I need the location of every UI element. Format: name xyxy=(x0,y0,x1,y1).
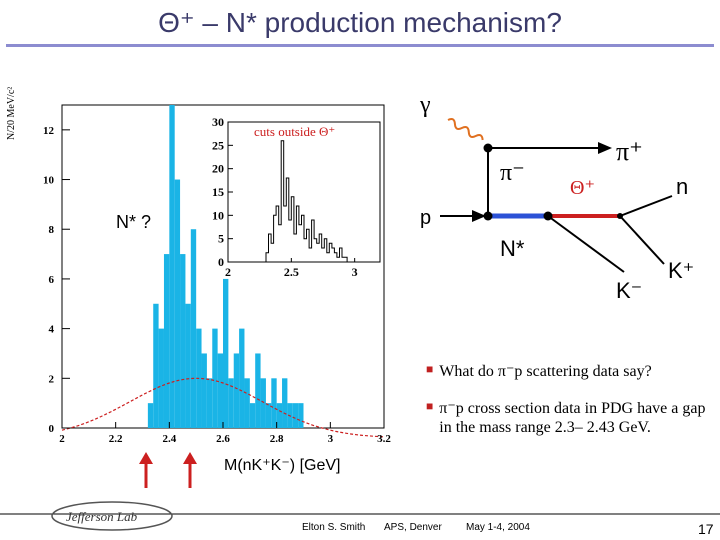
x-tick-label: 2.2 xyxy=(109,433,123,445)
vertex-proton xyxy=(483,211,493,221)
arrow-right-head xyxy=(183,452,197,464)
inset-y-tick-label: 0 xyxy=(218,255,224,269)
histogram-bar xyxy=(298,403,304,428)
proton-arrow xyxy=(472,210,486,222)
k-minus-label: K⁻ xyxy=(616,278,642,303)
histogram-bar xyxy=(217,353,223,428)
inset-y-tick-label: 30 xyxy=(212,115,224,129)
inset-x-tick-label: 3 xyxy=(352,265,358,279)
y-tick-label: 8 xyxy=(49,224,55,236)
histogram-bar xyxy=(180,254,186,428)
histogram-bar xyxy=(260,378,266,428)
y-tick-label: 2 xyxy=(49,373,55,385)
k-minus-line xyxy=(547,215,625,273)
y-tick-label: 10 xyxy=(43,175,55,187)
footer-author: Elton S. Smith xyxy=(302,522,365,533)
vertex-theta xyxy=(617,213,623,219)
bullet-item: ■ What do π⁻p scattering data say? xyxy=(426,362,710,381)
theta-plus-label: Θ⁺ xyxy=(570,177,595,199)
histogram-bar xyxy=(163,254,170,428)
gamma-label: γ xyxy=(419,92,431,118)
production-diagram: γ p π⁻ Θ⁺ π⁺ n N* K⁻ K⁺ xyxy=(419,92,694,303)
x-tick-label: 3 xyxy=(328,433,334,445)
bullet-list: ■ What do π⁻p scattering data say? ■ π⁻p… xyxy=(426,362,710,437)
inset-frame xyxy=(227,121,381,263)
x-tick-label: 2.8 xyxy=(270,433,284,445)
histogram-bar xyxy=(244,378,250,428)
bullet-text: What do π⁻p scattering data say? xyxy=(439,363,652,380)
histogram-bar xyxy=(282,378,288,428)
pi-minus-label: π⁻ xyxy=(500,160,525,186)
histogram-bar xyxy=(255,353,261,428)
x-axis-label: M(nK⁺K⁻) [GeV] xyxy=(224,457,340,474)
inset-y-tick-label: 25 xyxy=(212,138,224,152)
x-tick-label: 3.2 xyxy=(377,433,391,445)
histogram-bar xyxy=(158,328,164,428)
inset-y-tick-label: 5 xyxy=(218,232,224,246)
nstar-label: N* xyxy=(500,236,525,261)
arrow-left-head xyxy=(139,452,153,464)
histogram-bar xyxy=(292,403,299,428)
histogram-bar xyxy=(249,403,256,428)
histogram-bar xyxy=(185,303,191,428)
fit-curve xyxy=(61,377,385,438)
footer-date: May 1-4, 2004 xyxy=(466,522,530,533)
x-tick-label: 2 xyxy=(59,433,65,445)
histogram-bar xyxy=(223,278,229,428)
pi-plus-arrow xyxy=(598,142,612,154)
neutron-label: n xyxy=(676,174,688,199)
histogram-bar xyxy=(147,403,154,428)
y-tick-label: 4 xyxy=(49,324,55,336)
histogram-bar xyxy=(169,105,175,428)
inset-x-tick-label: 2.5 xyxy=(284,265,299,279)
histogram-bar xyxy=(265,403,272,428)
histogram-bar xyxy=(153,303,159,428)
inset-step-histogram xyxy=(265,140,348,262)
mass-range-arrows xyxy=(139,452,197,488)
y-tick-label: 6 xyxy=(49,274,55,286)
photon-line xyxy=(447,118,484,141)
y-tick-label: 0 xyxy=(49,423,55,435)
inset-y-tick-label: 20 xyxy=(212,162,224,176)
k-plus-line xyxy=(619,215,665,265)
histogram-bar xyxy=(228,378,234,428)
vertex-nstar xyxy=(543,211,553,221)
y-tick-label: 12 xyxy=(43,125,55,137)
bullet-marker-icon: ■ xyxy=(426,399,434,413)
histogram-bar xyxy=(271,378,277,428)
histogram-bar xyxy=(174,179,181,428)
histogram-bar xyxy=(201,353,207,428)
proton-label: p xyxy=(420,207,431,229)
jefferson-lab-logo: Jefferson Lab xyxy=(51,501,173,531)
inset-x-tick-label: 2 xyxy=(225,265,231,279)
page-number: 17 xyxy=(698,521,714,537)
bullet-text: π⁻p cross section data in PDG have a gap… xyxy=(439,400,706,436)
bullet-marker-icon: ■ xyxy=(426,362,434,376)
histogram-bar xyxy=(190,229,197,428)
x-tick-label: 2.6 xyxy=(216,433,230,445)
k-plus-label: K⁺ xyxy=(668,258,694,283)
footer-venue: APS, Denver xyxy=(384,522,442,533)
title-rule xyxy=(6,44,714,47)
neutron-line xyxy=(619,195,673,217)
histogram-bar xyxy=(233,353,240,428)
inset-y-tick-label: 10 xyxy=(212,208,224,222)
logo-text: Jefferson Lab xyxy=(66,509,138,524)
inset-annotation: cuts outside Θ⁺ xyxy=(254,124,335,139)
nstar-annotation: N* ? xyxy=(116,212,151,232)
inset-y-tick-label: 15 xyxy=(212,185,224,199)
histogram-bar xyxy=(212,328,218,428)
slide-title: Θ⁺ – N* production mechanism? xyxy=(158,7,562,38)
bullet-item: ■ π⁻p cross section data in PDG have a g… xyxy=(426,399,710,437)
y-axis-label: N/20 MeV/c² xyxy=(6,87,17,140)
vertex-top xyxy=(483,143,493,153)
histogram-bar xyxy=(206,378,213,428)
histogram-bar xyxy=(239,328,245,428)
x-tick-label: 2.4 xyxy=(162,433,176,445)
pi-plus-label: π⁺ xyxy=(616,137,643,166)
histogram-bar xyxy=(276,403,283,428)
